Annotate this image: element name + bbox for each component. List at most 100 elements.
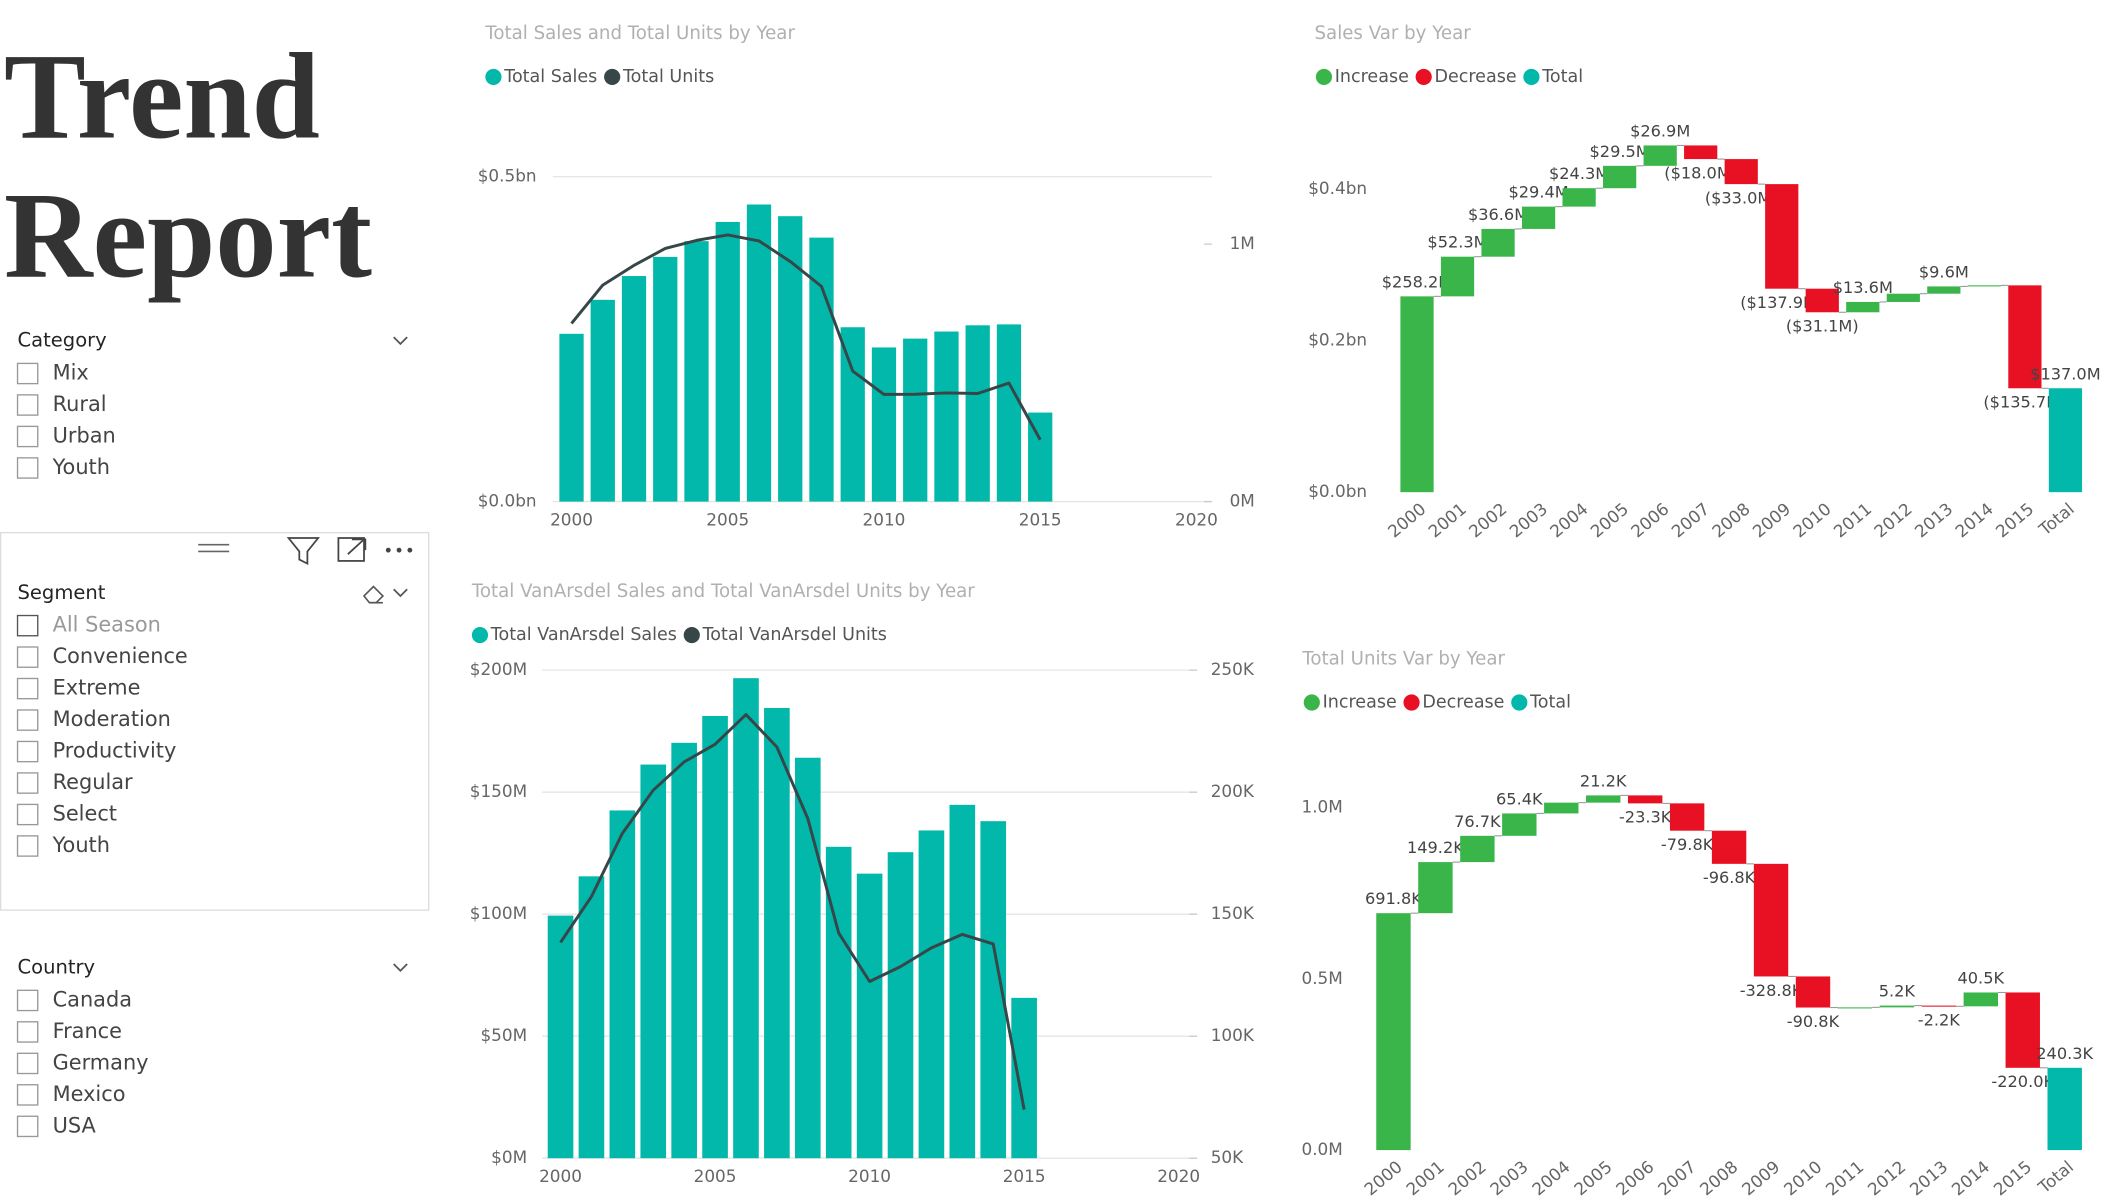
waterfall-bar [1765, 184, 1799, 289]
data-label: $36.6M [1468, 205, 1528, 224]
slicer-item[interactable]: Youth [52, 833, 110, 857]
slicer-title: Segment [18, 581, 106, 604]
legend-label[interactable]: Decrease [1422, 692, 1504, 712]
waterfall-bar [1963, 992, 1999, 1007]
bar [746, 204, 772, 502]
line [570, 233, 1042, 441]
checkbox[interactable] [16, 394, 39, 416]
slicer-item[interactable]: Convenience [53, 644, 188, 668]
data-label: 21.2K [1580, 771, 1627, 790]
slicer-item[interactable]: Mix [53, 361, 89, 385]
legend-marker[interactable] [1303, 694, 1320, 711]
x-tick-label: 2001 [1424, 499, 1470, 542]
x-tick-label: 2011 [1830, 499, 1876, 542]
legend-label[interactable]: Total Sales [503, 67, 597, 87]
checkbox[interactable] [16, 772, 39, 794]
x-tick-label: 2007 [1654, 1156, 1700, 1196]
checkbox[interactable] [16, 614, 39, 637]
checkbox[interactable] [16, 989, 39, 1012]
y2-tick-label: 250K [1211, 659, 1255, 679]
slicer-item[interactable]: Germany [53, 1050, 149, 1074]
slicer-chevron[interactable] [393, 963, 408, 973]
filter-icon[interactable] [286, 537, 321, 566]
checkbox[interactable] [16, 1084, 39, 1106]
slicer-item[interactable]: Productivity [53, 739, 177, 763]
data-label: -2.2K [1918, 1011, 1961, 1030]
data-label: -79.8K [1661, 835, 1714, 854]
checkbox[interactable] [16, 740, 39, 763]
checkbox[interactable] [16, 1115, 39, 1138]
bar [918, 830, 945, 1159]
slicer-item[interactable]: Mexico [53, 1082, 126, 1106]
waterfall-bar [1837, 1007, 1873, 1009]
checkbox[interactable] [16, 1052, 39, 1075]
x-tick-label: 2009 [1738, 1156, 1784, 1196]
clear-selection-icon[interactable] [362, 585, 385, 604]
legend-marker[interactable] [471, 626, 489, 644]
x-tick-label: 2013 [1906, 1156, 1952, 1196]
waterfall-bar [1921, 1005, 1957, 1007]
legend-marker[interactable] [1511, 694, 1528, 711]
waterfall-bar [1440, 256, 1475, 297]
x-tick-label: 2013 [1911, 499, 1957, 542]
checkbox[interactable] [16, 646, 39, 668]
x-tick-label: 2010 [848, 1166, 891, 1186]
checkbox[interactable] [16, 803, 39, 826]
legend-marker[interactable] [1315, 68, 1333, 86]
legend-marker[interactable] [1415, 68, 1432, 86]
focus-mode-icon[interactable] [337, 537, 367, 562]
checkbox[interactable] [16, 362, 39, 385]
legend-label[interactable]: Decrease [1434, 67, 1516, 87]
checkbox[interactable] [16, 457, 39, 479]
x-tick-label: 2010 [1780, 1156, 1826, 1196]
slicer-item[interactable]: France [53, 1019, 122, 1043]
legend-marker[interactable] [1523, 68, 1540, 86]
x-tick-label: 2006 [1612, 1156, 1658, 1196]
checkbox[interactable] [16, 1021, 39, 1043]
data-label: $137.0M [2030, 364, 2100, 383]
checkbox[interactable] [16, 835, 39, 857]
more-options[interactable] [385, 547, 413, 553]
slicer-item[interactable]: Canada [53, 987, 132, 1011]
data-label: 65.4K [1496, 789, 1543, 808]
x-tick-label: 2000 [550, 509, 593, 529]
legend-marker[interactable] [683, 626, 700, 644]
chart-title: Total VanArsdel Sales and Total VanArsde… [471, 581, 975, 602]
bar [653, 256, 678, 502]
slicer-chevron[interactable] [393, 588, 408, 598]
data-label: 40.5K [1958, 968, 2005, 987]
slicer-item[interactable]: All Season [53, 613, 161, 637]
checkbox[interactable] [16, 425, 39, 448]
legend-label[interactable]: Total [1541, 67, 1583, 87]
x-tick-label: 2000 [1360, 1156, 1406, 1196]
legend-marker[interactable] [1403, 694, 1420, 711]
legend-label[interactable]: Total Units [622, 67, 714, 87]
bar [559, 333, 584, 502]
chart-title: Total Units Var by Year [1301, 648, 1505, 669]
slicer-item[interactable]: USA [53, 1113, 97, 1137]
legend-marker[interactable] [604, 68, 621, 86]
slicer-item[interactable]: Regular [53, 770, 133, 794]
legend-marker[interactable] [485, 68, 502, 86]
x-tick-label: 2011 [1822, 1156, 1868, 1196]
legend-label[interactable]: Total VanArsdel Sales [490, 625, 677, 645]
slicer-item[interactable]: Moderation [53, 707, 171, 731]
waterfall-bar [1502, 813, 1537, 836]
data-label: -328.8K [1740, 981, 1803, 1000]
legend-label[interactable]: Increase [1335, 67, 1409, 87]
y2-tick-label: 100K [1211, 1025, 1255, 1045]
checkbox[interactable] [16, 709, 39, 731]
waterfall-bar [1481, 228, 1515, 257]
legend-label[interactable]: Increase [1323, 692, 1397, 712]
checkbox[interactable] [16, 677, 39, 700]
slicer-item[interactable]: Urban [53, 423, 116, 447]
x-tick-label: 2003 [1505, 499, 1551, 542]
slicer-item[interactable]: Extreme [53, 676, 141, 700]
slicer-chevron[interactable] [393, 336, 408, 346]
legend-label[interactable]: Total [1529, 692, 1571, 712]
y-tick-label: $50M [480, 1025, 527, 1045]
slicer-item[interactable]: Select [53, 802, 117, 826]
slicer-item[interactable]: Rural [53, 392, 107, 416]
slicer-item[interactable]: Youth [52, 455, 110, 479]
legend-label[interactable]: Total VanArsdel Units [702, 625, 887, 645]
